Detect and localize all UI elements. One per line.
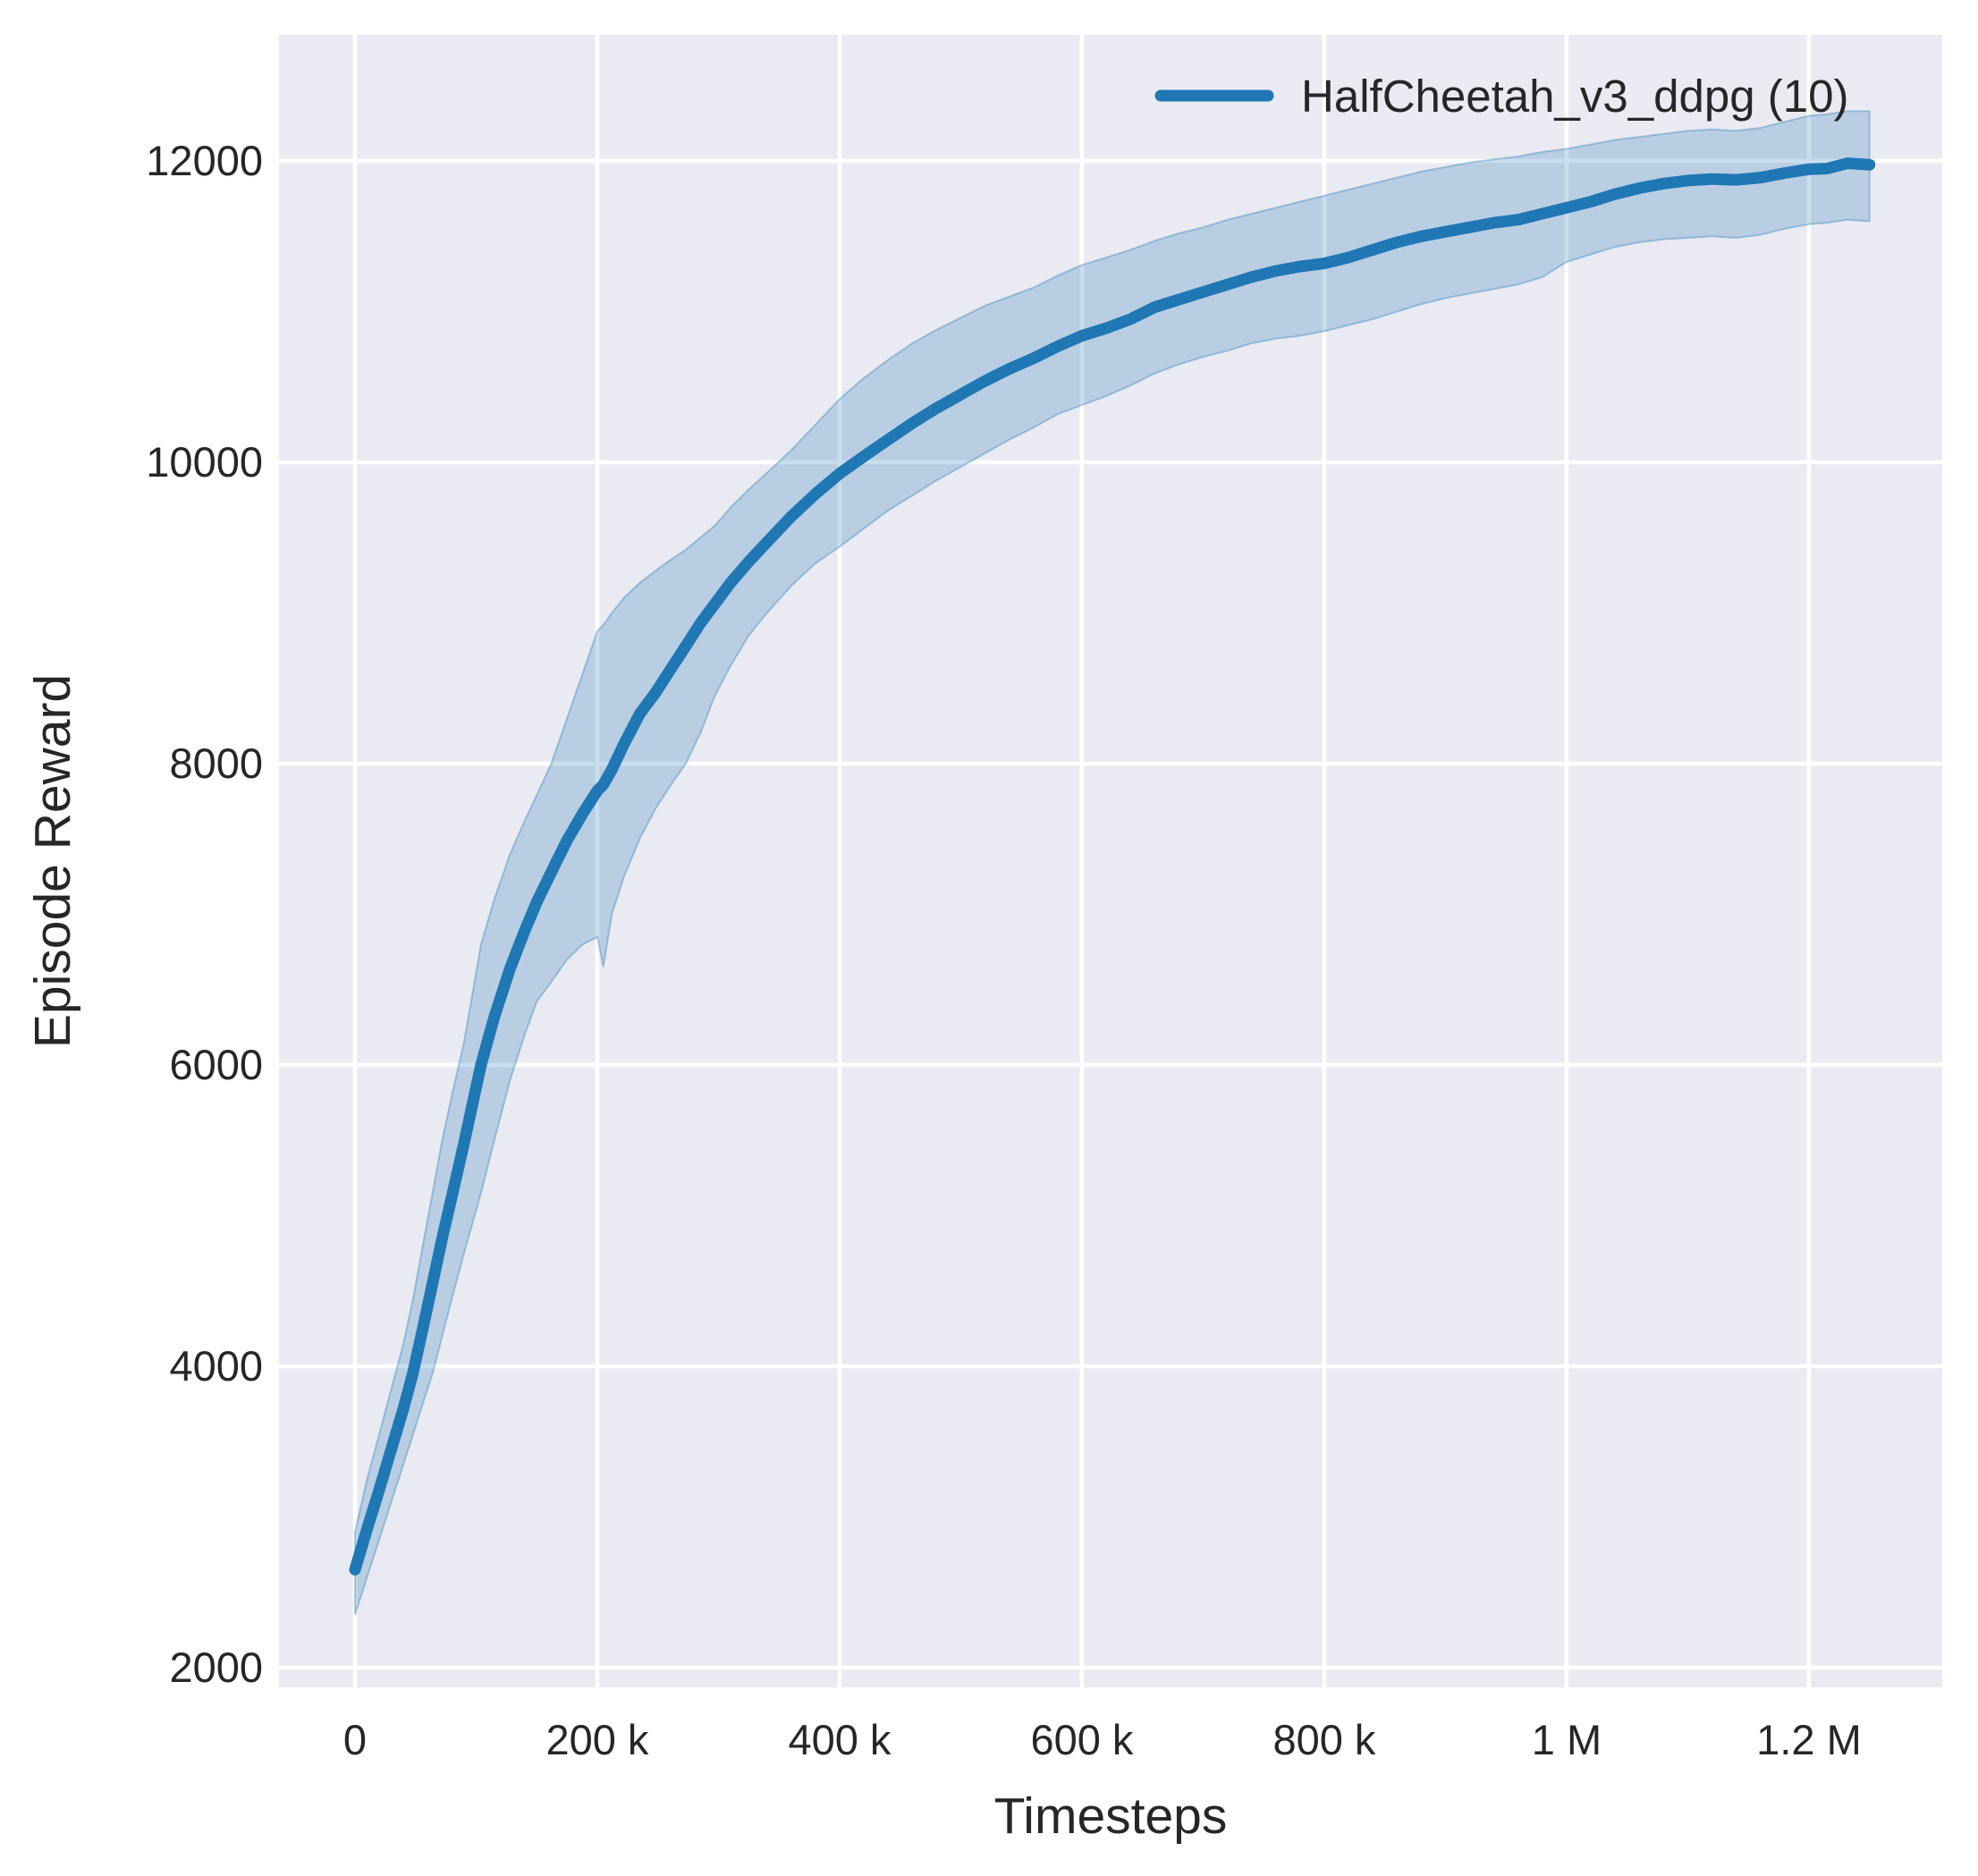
y-tick-labels: 2000 4000 6000 8000 10000 12000	[146, 137, 263, 1691]
x-tick-label: 400 k	[788, 1716, 891, 1763]
legend-label: HalfCheetah_v3_ddpg (10)	[1301, 71, 1848, 122]
x-axis-label: Timesteps	[994, 1787, 1228, 1845]
x-tick-labels: 0 200 k 400 k 600 k 800 k 1 M 1.2 M	[343, 1716, 1862, 1763]
y-tick-label: 10000	[146, 438, 263, 486]
confidence-band	[354, 110, 1871, 1616]
x-tick-label: 1 M	[1532, 1716, 1602, 1763]
y-axis-label: Episode Reward	[24, 674, 81, 1048]
legend: HalfCheetah_v3_ddpg (10)	[1154, 71, 1848, 122]
x-tick-label: 800 k	[1272, 1716, 1375, 1763]
x-tick-label: 600 k	[1030, 1716, 1133, 1763]
series-line	[349, 157, 1876, 1576]
y-tick-label: 4000	[169, 1342, 263, 1390]
y-tick-label: 2000	[169, 1644, 263, 1691]
y-tick-label: 6000	[169, 1041, 263, 1088]
y-gridlines	[279, 158, 1942, 1670]
x-tick-label: 1.2 M	[1756, 1716, 1862, 1763]
x-gridlines	[352, 35, 1812, 1687]
y-tick-label: 12000	[146, 137, 263, 184]
y-tick-label: 8000	[169, 739, 263, 787]
x-tick-label: 0	[343, 1716, 367, 1763]
x-tick-label: 200 k	[545, 1716, 648, 1763]
